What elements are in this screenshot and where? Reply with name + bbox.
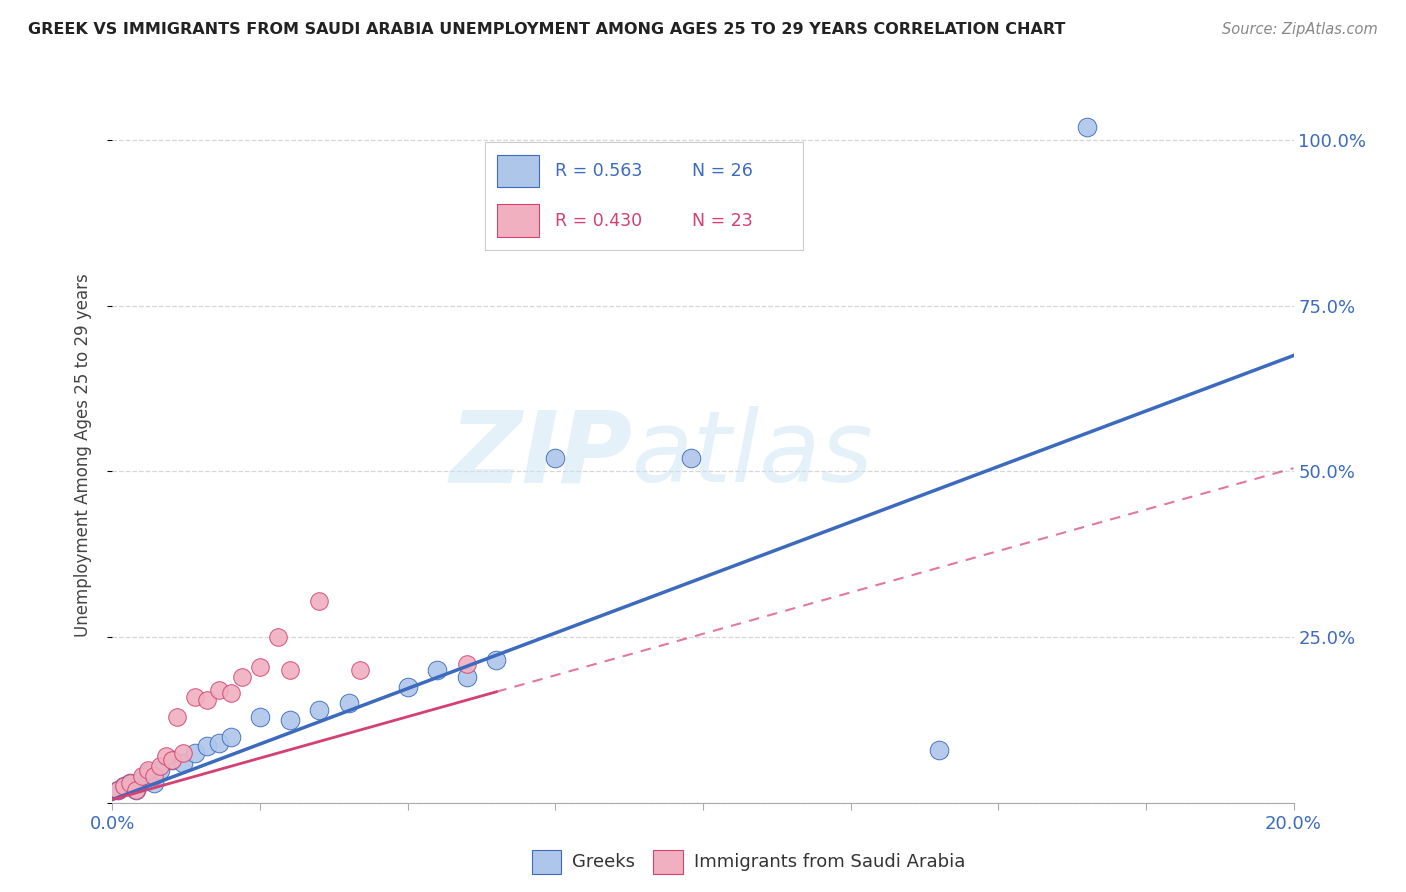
Point: [136, 766, 159, 780]
Text: GREEK VS IMMIGRANTS FROM SAUDI ARABIA UNEMPLOYMENT AMONG AGES 25 TO 29 YEARS COR: GREEK VS IMMIGRANTS FROM SAUDI ARABIA UN…: [28, 22, 1066, 37]
Point: [544, 451, 567, 466]
Point: [184, 746, 207, 760]
Point: [160, 753, 183, 767]
Point: [136, 763, 159, 777]
Point: [160, 753, 183, 767]
Point: [120, 776, 142, 790]
Point: [142, 776, 165, 790]
Point: [308, 703, 330, 717]
Bar: [654, 850, 683, 874]
Point: [131, 772, 153, 787]
Point: [120, 776, 142, 790]
Point: [112, 779, 135, 793]
Point: [231, 670, 253, 684]
Point: [278, 663, 301, 677]
Point: [166, 709, 188, 723]
Text: Source: ZipAtlas.com: Source: ZipAtlas.com: [1222, 22, 1378, 37]
Point: [149, 759, 172, 773]
Point: [396, 680, 419, 694]
Point: [928, 743, 950, 757]
Point: [195, 693, 218, 707]
Point: [308, 593, 330, 607]
Point: [155, 749, 177, 764]
Point: [125, 782, 148, 797]
Point: [142, 769, 165, 783]
Point: [131, 769, 153, 783]
Text: atlas: atlas: [633, 407, 873, 503]
Point: [456, 657, 478, 671]
Point: [219, 730, 242, 744]
Text: ZIP: ZIP: [449, 407, 633, 503]
Point: [107, 782, 129, 797]
Point: [219, 686, 242, 700]
Point: [184, 690, 207, 704]
Text: Greeks: Greeks: [572, 853, 636, 871]
Point: [337, 697, 360, 711]
Point: [456, 670, 478, 684]
Point: [149, 763, 172, 777]
Point: [112, 779, 135, 793]
Point: [249, 660, 271, 674]
Bar: [531, 850, 561, 874]
Point: [208, 683, 231, 698]
Point: [681, 451, 703, 466]
Point: [195, 739, 218, 754]
Text: Immigrants from Saudi Arabia: Immigrants from Saudi Arabia: [693, 853, 965, 871]
Point: [485, 653, 508, 667]
Point: [172, 746, 194, 760]
Point: [426, 663, 449, 677]
Point: [278, 713, 301, 727]
Point: [208, 736, 231, 750]
Point: [172, 756, 194, 770]
Y-axis label: Unemployment Among Ages 25 to 29 years: Unemployment Among Ages 25 to 29 years: [73, 273, 91, 637]
Point: [349, 663, 371, 677]
Point: [125, 782, 148, 797]
Point: [267, 630, 290, 644]
Point: [1076, 120, 1098, 134]
Point: [107, 782, 129, 797]
Point: [249, 709, 271, 723]
